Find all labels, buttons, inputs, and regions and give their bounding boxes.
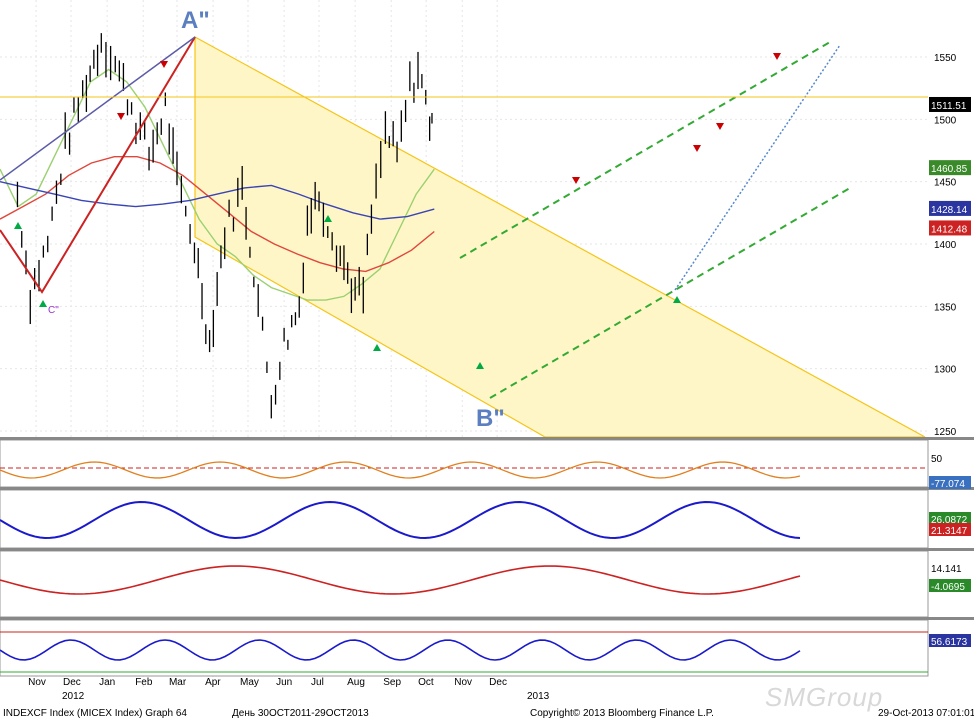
panel-divider bbox=[0, 487, 974, 490]
indicator-panel bbox=[0, 489, 929, 549]
sell-marker bbox=[160, 61, 168, 68]
y-tick-label: 1400 bbox=[934, 240, 957, 251]
value-tag-text: 1460.85 bbox=[931, 164, 968, 175]
signal-markers bbox=[14, 53, 781, 369]
sell-marker bbox=[117, 113, 125, 120]
month-label: Nov bbox=[454, 677, 472, 688]
indicator-panel bbox=[0, 619, 929, 677]
month-label: Jan bbox=[99, 677, 115, 688]
zigzag-blue bbox=[0, 36, 196, 181]
rsi-line bbox=[0, 639, 801, 661]
value-tag-text: 1511.51 bbox=[931, 101, 967, 112]
macd-line bbox=[0, 500, 801, 539]
channel-lower bbox=[489, 187, 851, 399]
trendlines bbox=[0, 36, 851, 399]
footer-left: INDEXCF Index (MICEX Index) Graph 64 bbox=[3, 708, 187, 719]
indicator-tag bbox=[929, 579, 971, 592]
month-label: Apr bbox=[205, 677, 221, 688]
value-tag bbox=[929, 160, 971, 176]
indicator-tag-text: 50 bbox=[931, 454, 943, 465]
buy-marker bbox=[373, 344, 381, 351]
y-tick-label: 1350 bbox=[934, 302, 957, 313]
year-label: 2013 bbox=[527, 691, 550, 702]
indicator-tag bbox=[929, 561, 971, 574]
y-tick-label: 1500 bbox=[934, 115, 957, 126]
indicator-tag-text: 21.3147 bbox=[931, 526, 968, 537]
indicator-tag bbox=[929, 451, 971, 464]
month-label: Dec bbox=[489, 677, 507, 688]
moving-averages bbox=[0, 68, 435, 301]
month-label: Nov bbox=[28, 677, 46, 688]
footer-copyright: Copyright© 2013 Bloomberg Finance L.P. bbox=[530, 708, 714, 719]
buy-marker bbox=[476, 362, 484, 369]
value-tag bbox=[929, 200, 971, 216]
y-tick-label: 1450 bbox=[934, 178, 957, 189]
indicator-tag bbox=[929, 523, 971, 536]
sell-marker bbox=[572, 177, 580, 184]
signal-line bbox=[0, 565, 801, 595]
month-label: Oct bbox=[418, 677, 434, 688]
point-b-label: B" bbox=[476, 405, 505, 432]
y-tick-label: 1300 bbox=[934, 365, 957, 376]
y-tick-label: 1250 bbox=[934, 427, 957, 438]
indicator-panel bbox=[0, 439, 929, 488]
month-label: Mar bbox=[169, 677, 187, 688]
month-label: Jun bbox=[276, 677, 292, 688]
watermark: SMGroup bbox=[765, 682, 884, 712]
indicator-tag bbox=[929, 476, 971, 489]
x-axis: Nov Dec Jan Feb Mar Apr May Jun Jul Aug Sep Oct Nov D… bbox=[28, 677, 550, 702]
indicator-tag-text: 26.0872 bbox=[931, 515, 968, 526]
price-bars bbox=[16, 33, 433, 419]
indicator-tag-text: -4.0695 bbox=[931, 582, 965, 593]
month-label: Aug bbox=[347, 677, 365, 688]
last-value-labels: 1511.51 1460.85 1428.14 1412.48 bbox=[929, 96, 971, 236]
zigzag-red bbox=[0, 36, 196, 294]
month-label: Jul bbox=[311, 677, 324, 688]
value-tag-text: 1428.14 bbox=[931, 205, 968, 216]
footer-range: День 30ОСТ2011-29ОСТ2013 bbox=[232, 708, 369, 719]
point-a-label: A" bbox=[181, 7, 210, 34]
value-tag bbox=[929, 220, 971, 236]
month-label: Sep bbox=[383, 677, 401, 688]
value-tag bbox=[929, 96, 971, 112]
ma-line bbox=[0, 68, 435, 301]
panel-divider bbox=[0, 548, 974, 551]
value-tag-text: 1412.48 bbox=[931, 224, 968, 235]
oscillator-line bbox=[0, 461, 801, 479]
month-label: May bbox=[240, 677, 259, 688]
indicator-tag-text: -77.074 bbox=[931, 479, 965, 490]
month-label: Feb bbox=[135, 677, 153, 688]
indicator-tag-text: 14.141 bbox=[931, 564, 962, 575]
y-tick-label: 1550 bbox=[934, 53, 957, 64]
y-axis: 1250 1300 1350 1400 1450 1500 1550 bbox=[934, 53, 957, 438]
sell-marker bbox=[716, 123, 724, 130]
panel-divider bbox=[0, 437, 974, 440]
month-label: Dec bbox=[63, 677, 81, 688]
price-panel bbox=[0, 0, 928, 690]
blue-trend bbox=[674, 44, 841, 291]
buy-marker bbox=[324, 215, 332, 222]
indicator-panel bbox=[0, 550, 929, 618]
sell-marker bbox=[693, 145, 701, 152]
indicator-tag bbox=[929, 512, 971, 525]
indicator-tag bbox=[929, 634, 971, 647]
year-label: 2012 bbox=[62, 691, 85, 702]
footer-timestamp: 29-Oct-2013 07:01:01 bbox=[878, 708, 974, 719]
point-c-label: C" bbox=[48, 305, 59, 316]
indicator-tag-text: 56.6173 bbox=[931, 637, 968, 648]
sell-marker bbox=[773, 53, 781, 60]
ma-line bbox=[0, 181, 435, 220]
buy-marker bbox=[39, 300, 47, 307]
panel-divider bbox=[0, 617, 974, 620]
buy-marker bbox=[673, 296, 681, 303]
buy-marker bbox=[14, 222, 22, 229]
ma-line bbox=[0, 155, 435, 273]
